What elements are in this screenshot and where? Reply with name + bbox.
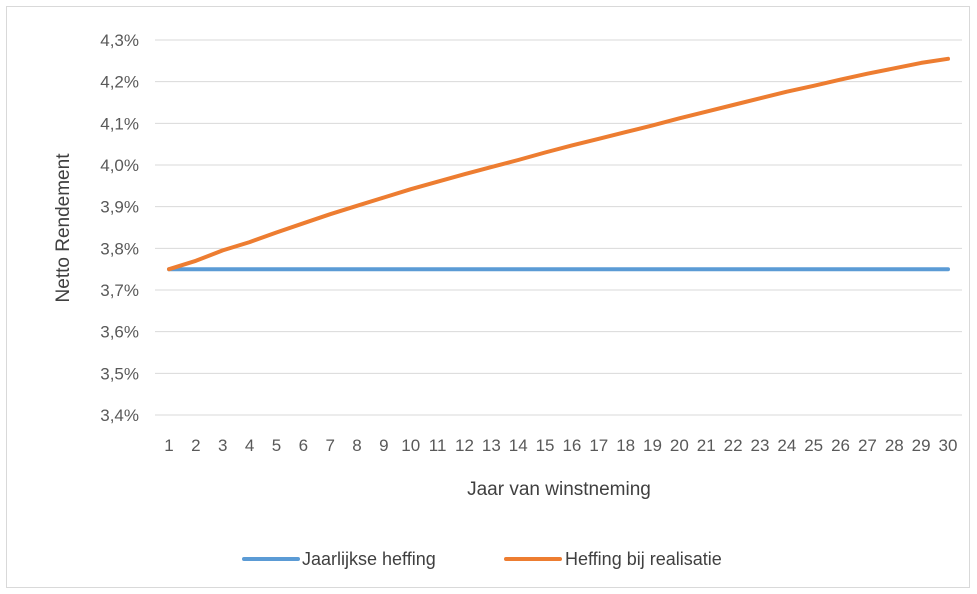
x-tick-label: 8	[352, 436, 361, 455]
x-tick-label: 2	[191, 436, 200, 455]
x-tick-label: 16	[562, 436, 581, 455]
x-tick-label: 9	[379, 436, 388, 455]
x-tick-label: 29	[912, 436, 931, 455]
gridlines	[155, 39, 962, 416]
x-tick-label: 30	[939, 436, 958, 455]
y-tick-label: 3,5%	[100, 364, 139, 383]
x-tick-label: 19	[643, 436, 662, 455]
x-tick-label: 12	[455, 436, 474, 455]
x-tick-label: 27	[858, 436, 877, 455]
x-axis-tick-labels: 1 2 3 4 5 6 7 8 9 10 11 12 13 14 15 16 17 18 19 20 21 22 23 24 2…	[164, 436, 957, 455]
x-tick-label: 20	[670, 436, 689, 455]
x-tick-label: 22	[724, 436, 743, 455]
y-tick-label: 3,4%	[100, 406, 139, 425]
y-tick-label: 3,8%	[100, 239, 139, 258]
y-tick-label: 4,0%	[100, 156, 139, 175]
x-tick-label: 13	[482, 436, 501, 455]
series-lines	[167, 56, 950, 272]
x-tick-label: 28	[885, 436, 904, 455]
x-tick-label: 18	[616, 436, 635, 455]
x-tick-label: 11	[429, 436, 447, 455]
legend-label: Heffing bij realisatie	[565, 549, 722, 569]
legend-item: Heffing bij realisatie	[504, 549, 722, 569]
legend: Jaarlijkse heffing Heffing bij realisatie	[242, 549, 722, 569]
chart-area	[6, 6, 970, 588]
x-tick-label: 5	[272, 436, 281, 455]
x-tick-label: 3	[218, 436, 227, 455]
y-tick-label: 3,7%	[100, 281, 139, 300]
x-tick-label: 15	[536, 436, 555, 455]
x-tick-label: 7	[325, 436, 334, 455]
y-tick-label: 3,6%	[100, 323, 139, 342]
legend-item: Jaarlijkse heffing	[242, 549, 436, 569]
x-tick-label: 10	[401, 436, 420, 455]
y-tick-label: 4,2%	[100, 73, 139, 92]
x-tick-label: 14	[509, 436, 528, 455]
x-tick-label: 4	[245, 436, 254, 455]
x-tick-label: 23	[751, 436, 770, 455]
x-tick-label: 21	[697, 436, 716, 455]
x-tick-label: 17	[589, 436, 608, 455]
legend-label: Jaarlijkse heffing	[302, 549, 436, 569]
y-tick-label: 3,9%	[100, 198, 139, 217]
x-tick-label: 26	[831, 436, 850, 455]
y-axis-tick-labels: 3,4% 3,5% 3,6% 3,7% 3,8% 3,9% 4,0% 4,1% 4,2% 4,3%	[100, 31, 139, 425]
x-axis-title: Jaar van winstneming	[467, 479, 651, 500]
x-tick-label: 6	[299, 436, 308, 455]
x-tick-label: 24	[777, 436, 796, 455]
y-tick-label: 4,3%	[100, 31, 139, 50]
y-axis-title: Netto Rendement	[53, 153, 74, 303]
x-tick-label: 25	[804, 436, 823, 455]
y-tick-label: 4,1%	[100, 114, 139, 133]
x-tick-label: 1	[164, 436, 173, 455]
series-line-2	[167, 56, 950, 272]
